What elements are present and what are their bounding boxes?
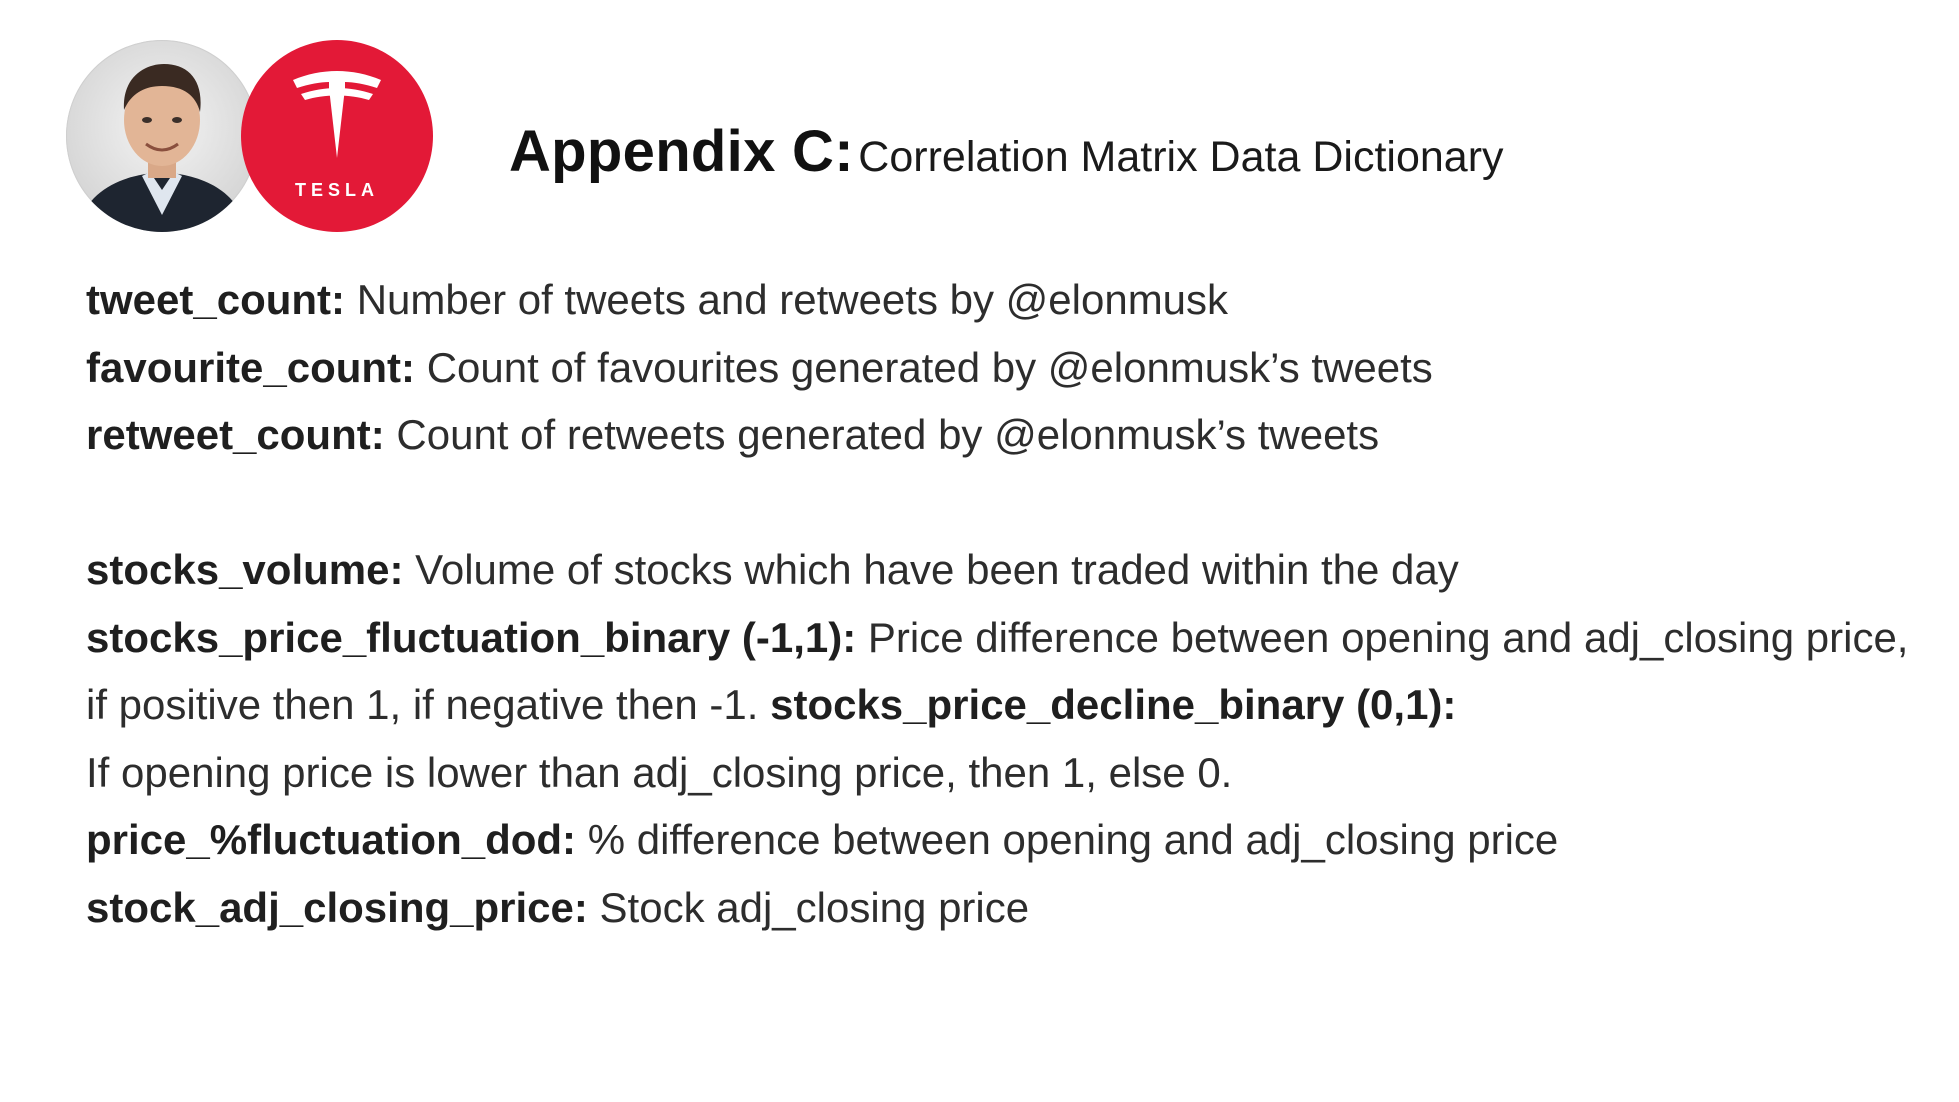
- section-spacer: [86, 469, 1916, 537]
- tesla-t-icon: TESLA: [293, 71, 381, 200]
- page-title: Appendix C: Correlation Matrix Data Dict…: [509, 118, 1504, 185]
- entry-adj-closing-price: stock_adj_closing_price: Stock adj_closi…: [86, 874, 1916, 942]
- term: stocks_volume:: [86, 546, 404, 593]
- term: tweet_count:: [86, 276, 346, 323]
- entry-stocks-volume: stocks_volume: Volume of stocks which ha…: [86, 536, 1916, 604]
- definition: Count of retweets generated by @elonmusk…: [396, 411, 1380, 458]
- definition: Stock adj_closing price: [599, 883, 1030, 931]
- term-price-decline-binary: stocks_price_decline_binary (0,1):: [770, 681, 1457, 728]
- definition: Volume of stocks which have been traded …: [415, 546, 1459, 593]
- entry-retweet-count: retweet_count: Count of retweets generat…: [86, 401, 1916, 469]
- tesla-logo: TESLA: [241, 40, 433, 232]
- person-portrait-icon: [76, 64, 248, 232]
- title-appendix: Appendix C:: [509, 119, 854, 184]
- entry-tweet-count: tweet_count: Number of tweets and retwee…: [86, 266, 1916, 334]
- definition: If opening price is lower than adj_closi…: [86, 748, 1233, 796]
- header: TESLA Appendix C: Correlation Matrix Dat…: [0, 0, 1959, 250]
- title-subtitle: Correlation Matrix Data Dictionary: [858, 133, 1504, 181]
- elon-musk-avatar: [66, 40, 258, 232]
- term: stocks_price_fluctuation_binary (-1,1):: [86, 613, 857, 661]
- term: retweet_count:: [86, 411, 385, 458]
- entry-price-fluctuation-binary: stocks_price_fluctuation_binary (-1,1): …: [86, 604, 1916, 739]
- entry-price-decline-definition: If opening price is lower than adj_closi…: [86, 739, 1916, 807]
- definition: Price difference between opening and adj…: [86, 613, 1909, 729]
- term: stock_adj_closing_price:: [86, 883, 588, 931]
- definition: Count of favourites generated by @elonmu…: [426, 343, 1433, 391]
- term: favourite_count:: [86, 343, 416, 391]
- tesla-wordmark: TESLA: [295, 180, 379, 200]
- term: price_%fluctuation_dod:: [86, 816, 577, 863]
- data-dictionary: tweet_count: Number of tweets and retwee…: [86, 266, 1916, 941]
- entry-favourite-count: favourite_count: Count of favourites gen…: [86, 334, 1916, 402]
- definition: Number of tweets and retweets by @elonmu…: [356, 276, 1229, 323]
- definition: % difference between opening and adj_clo…: [587, 816, 1559, 863]
- entry-price-percent-fluctuation: price_%fluctuation_dod: % difference bet…: [86, 806, 1916, 874]
